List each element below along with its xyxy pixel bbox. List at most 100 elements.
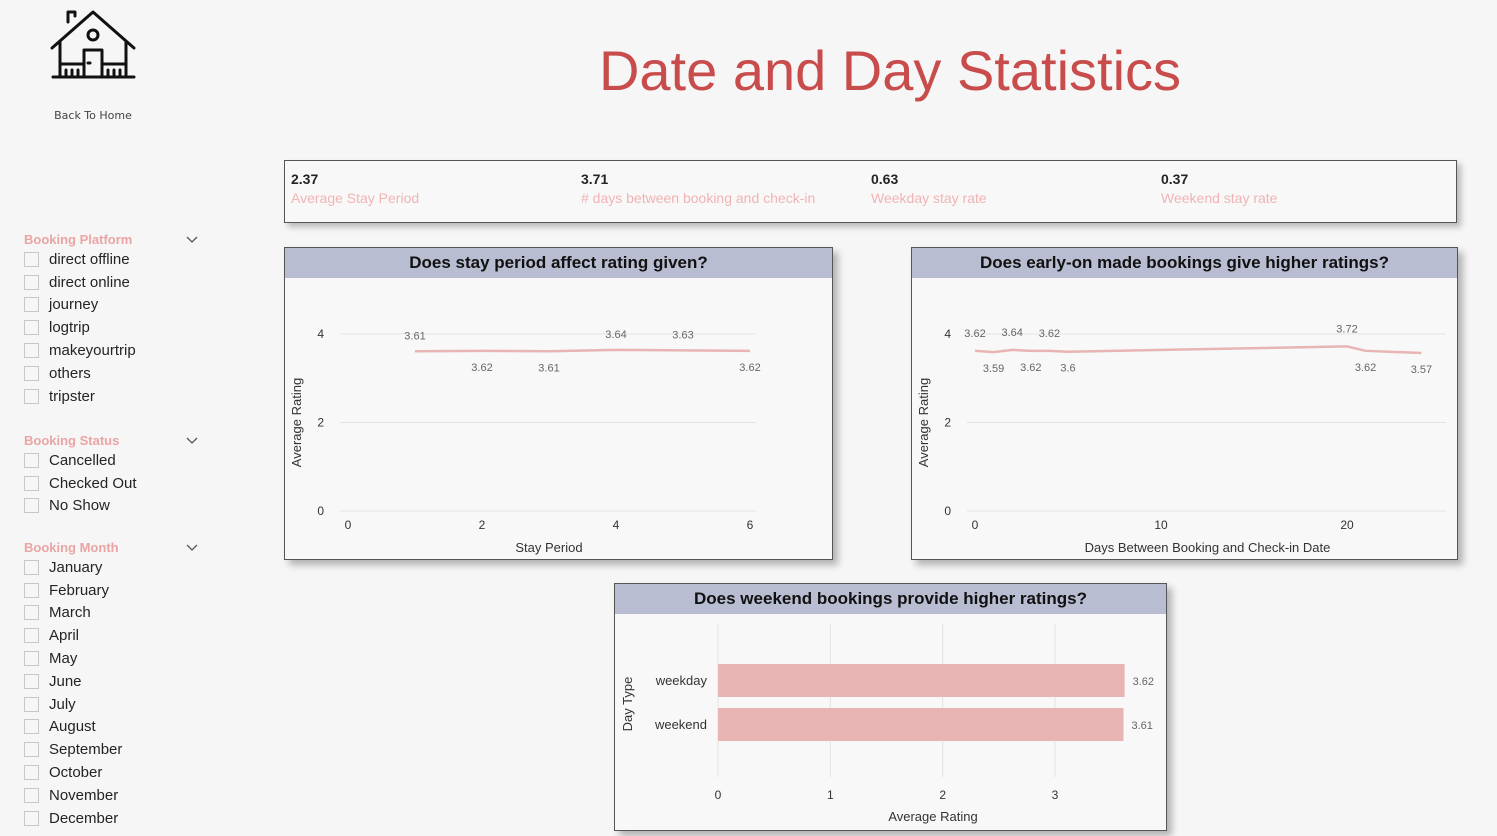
slicer-item[interactable]: Cancelled <box>24 449 200 472</box>
y-axis-label: Day Type <box>620 677 635 732</box>
slicer-item[interactable]: May <box>24 647 200 670</box>
data-label: 3.63 <box>672 329 693 341</box>
chevron-down-icon[interactable] <box>186 541 198 553</box>
slicer-item-label: No Show <box>49 497 110 515</box>
slicer-item[interactable]: No Show <box>24 495 200 518</box>
slicer-item[interactable]: makeyourtrip <box>24 339 200 362</box>
data-label: 3.62 <box>964 328 985 340</box>
x-axis-label: Average Rating <box>888 809 977 824</box>
slicer-item[interactable]: April <box>24 624 200 647</box>
checkbox[interactable] <box>24 719 39 735</box>
slicer-item-label: May <box>49 650 78 668</box>
kpi-weekday-rate: 0.63 Weekday stay rate <box>871 171 1151 206</box>
slicer-item-label: journey <box>49 296 99 314</box>
kpi-label: Average Stay Period <box>291 190 420 206</box>
checkbox[interactable] <box>24 696 39 712</box>
slicer-item-label: logtrip <box>49 319 90 337</box>
x-tick-label: 6 <box>747 518 754 532</box>
data-label: 3.61 <box>538 362 559 374</box>
data-label: 3.62 <box>739 362 760 374</box>
house-icon[interactable] <box>48 8 138 84</box>
slicer-item[interactable]: August <box>24 716 200 739</box>
checkbox[interactable] <box>24 742 39 758</box>
chevron-down-icon[interactable] <box>186 434 198 446</box>
checkbox[interactable] <box>24 810 39 826</box>
slicer-item[interactable]: September <box>24 738 200 761</box>
y-tick-label: 2 <box>317 416 324 430</box>
checkbox[interactable] <box>24 343 39 359</box>
slicer-item[interactable]: January <box>24 556 200 579</box>
checkbox[interactable] <box>24 274 39 290</box>
series-line <box>974 345 1422 355</box>
slicer-item[interactable]: February <box>24 579 200 602</box>
data-label: 3.61 <box>404 330 425 342</box>
slicer-item-label: Checked Out <box>49 474 137 492</box>
booking-month-slicer: Booking Month January February March April M… <box>24 538 200 830</box>
kpi-average-stay: 2.37 Average Stay Period <box>291 171 571 206</box>
slicer-item[interactable]: December <box>24 807 200 830</box>
y-tick-label: 4 <box>317 327 324 341</box>
checkbox[interactable] <box>24 673 39 689</box>
booking-lead-line-chart: 0 2 4 0 10 20 3.62 3.59 3.64 3.62 3.62 3.6 3.72 3.62 3… <box>916 323 1446 555</box>
x-tick-label: 3 <box>1052 788 1059 802</box>
chart-title: Does early-on made bookings give higher … <box>912 248 1457 278</box>
y-tick-label: 0 <box>317 504 324 518</box>
checkbox[interactable] <box>24 787 39 803</box>
slicer-item[interactable]: July <box>24 693 200 716</box>
x-tick-label: 0 <box>345 518 352 532</box>
slicer-item[interactable]: October <box>24 761 200 784</box>
data-label: 3.61 <box>1132 720 1153 732</box>
slicer-item-label: direct offline <box>49 250 130 268</box>
chart-title: Does weekend bookings provide higher rat… <box>615 584 1166 614</box>
x-tick-label: 0 <box>972 518 979 532</box>
booking-status-slicer: Booking Status Cancelled Checked Out No Sh… <box>24 431 200 517</box>
slicer-item[interactable]: logtrip <box>24 316 200 339</box>
checkbox[interactable] <box>24 628 39 644</box>
checkbox[interactable] <box>24 582 39 598</box>
slicer-title: Booking Status <box>24 432 120 448</box>
slicer-item[interactable]: tripster <box>24 385 200 408</box>
checkbox[interactable] <box>24 320 39 336</box>
data-label: 3.62 <box>1039 328 1060 340</box>
slicer-item-label: January <box>49 558 103 576</box>
slicer-item-label: June <box>49 672 82 690</box>
checkbox[interactable] <box>24 559 39 575</box>
slicer-item-label: September <box>49 741 123 759</box>
y-axis-label: Average Rating <box>916 378 931 467</box>
kpi-value: 0.63 <box>871 171 899 187</box>
x-tick-label: 1 <box>827 788 834 802</box>
checkbox[interactable] <box>24 605 39 621</box>
slicer-item[interactable]: journey <box>24 294 200 317</box>
slicer-item[interactable]: others <box>24 362 200 385</box>
x-tick-label: 20 <box>1340 518 1354 532</box>
checkbox[interactable] <box>24 475 39 491</box>
slicer-item[interactable]: March <box>24 602 200 625</box>
category-label: weekend <box>654 717 707 732</box>
slicer-item-label: tripster <box>49 387 95 405</box>
checkbox[interactable] <box>24 651 39 667</box>
back-to-home-link[interactable]: Back To Home <box>54 109 132 122</box>
checkbox[interactable] <box>24 251 39 267</box>
checkbox[interactable] <box>24 452 39 468</box>
data-label: 3.57 <box>1411 364 1432 376</box>
slicer-item-label: November <box>49 786 119 804</box>
page-title: Date and Day Statistics <box>598 39 1182 102</box>
checkbox[interactable] <box>24 388 39 404</box>
slicer-item-label: direct online <box>49 273 130 291</box>
checkbox[interactable] <box>24 498 39 514</box>
slicer-item[interactable]: Checked Out <box>24 472 200 495</box>
slicer-title: Booking Platform <box>24 231 133 247</box>
chevron-down-icon[interactable] <box>186 233 198 245</box>
checkbox[interactable] <box>24 365 39 381</box>
checkbox[interactable] <box>24 765 39 781</box>
slicer-item-label: August <box>49 718 96 736</box>
slicer-item[interactable]: direct online <box>24 271 200 294</box>
checkbox[interactable] <box>24 297 39 313</box>
slicer-item[interactable]: direct offline <box>24 248 200 271</box>
slicer-item[interactable]: June <box>24 670 200 693</box>
weekend-bar-chart-card: Does weekend bookings provide higher rat… <box>614 583 1167 831</box>
slicer-item-label: February <box>49 581 110 599</box>
slicer-item[interactable]: November <box>24 784 200 807</box>
kpi-label: Weekend stay rate <box>1161 190 1278 206</box>
series-line <box>414 348 751 353</box>
